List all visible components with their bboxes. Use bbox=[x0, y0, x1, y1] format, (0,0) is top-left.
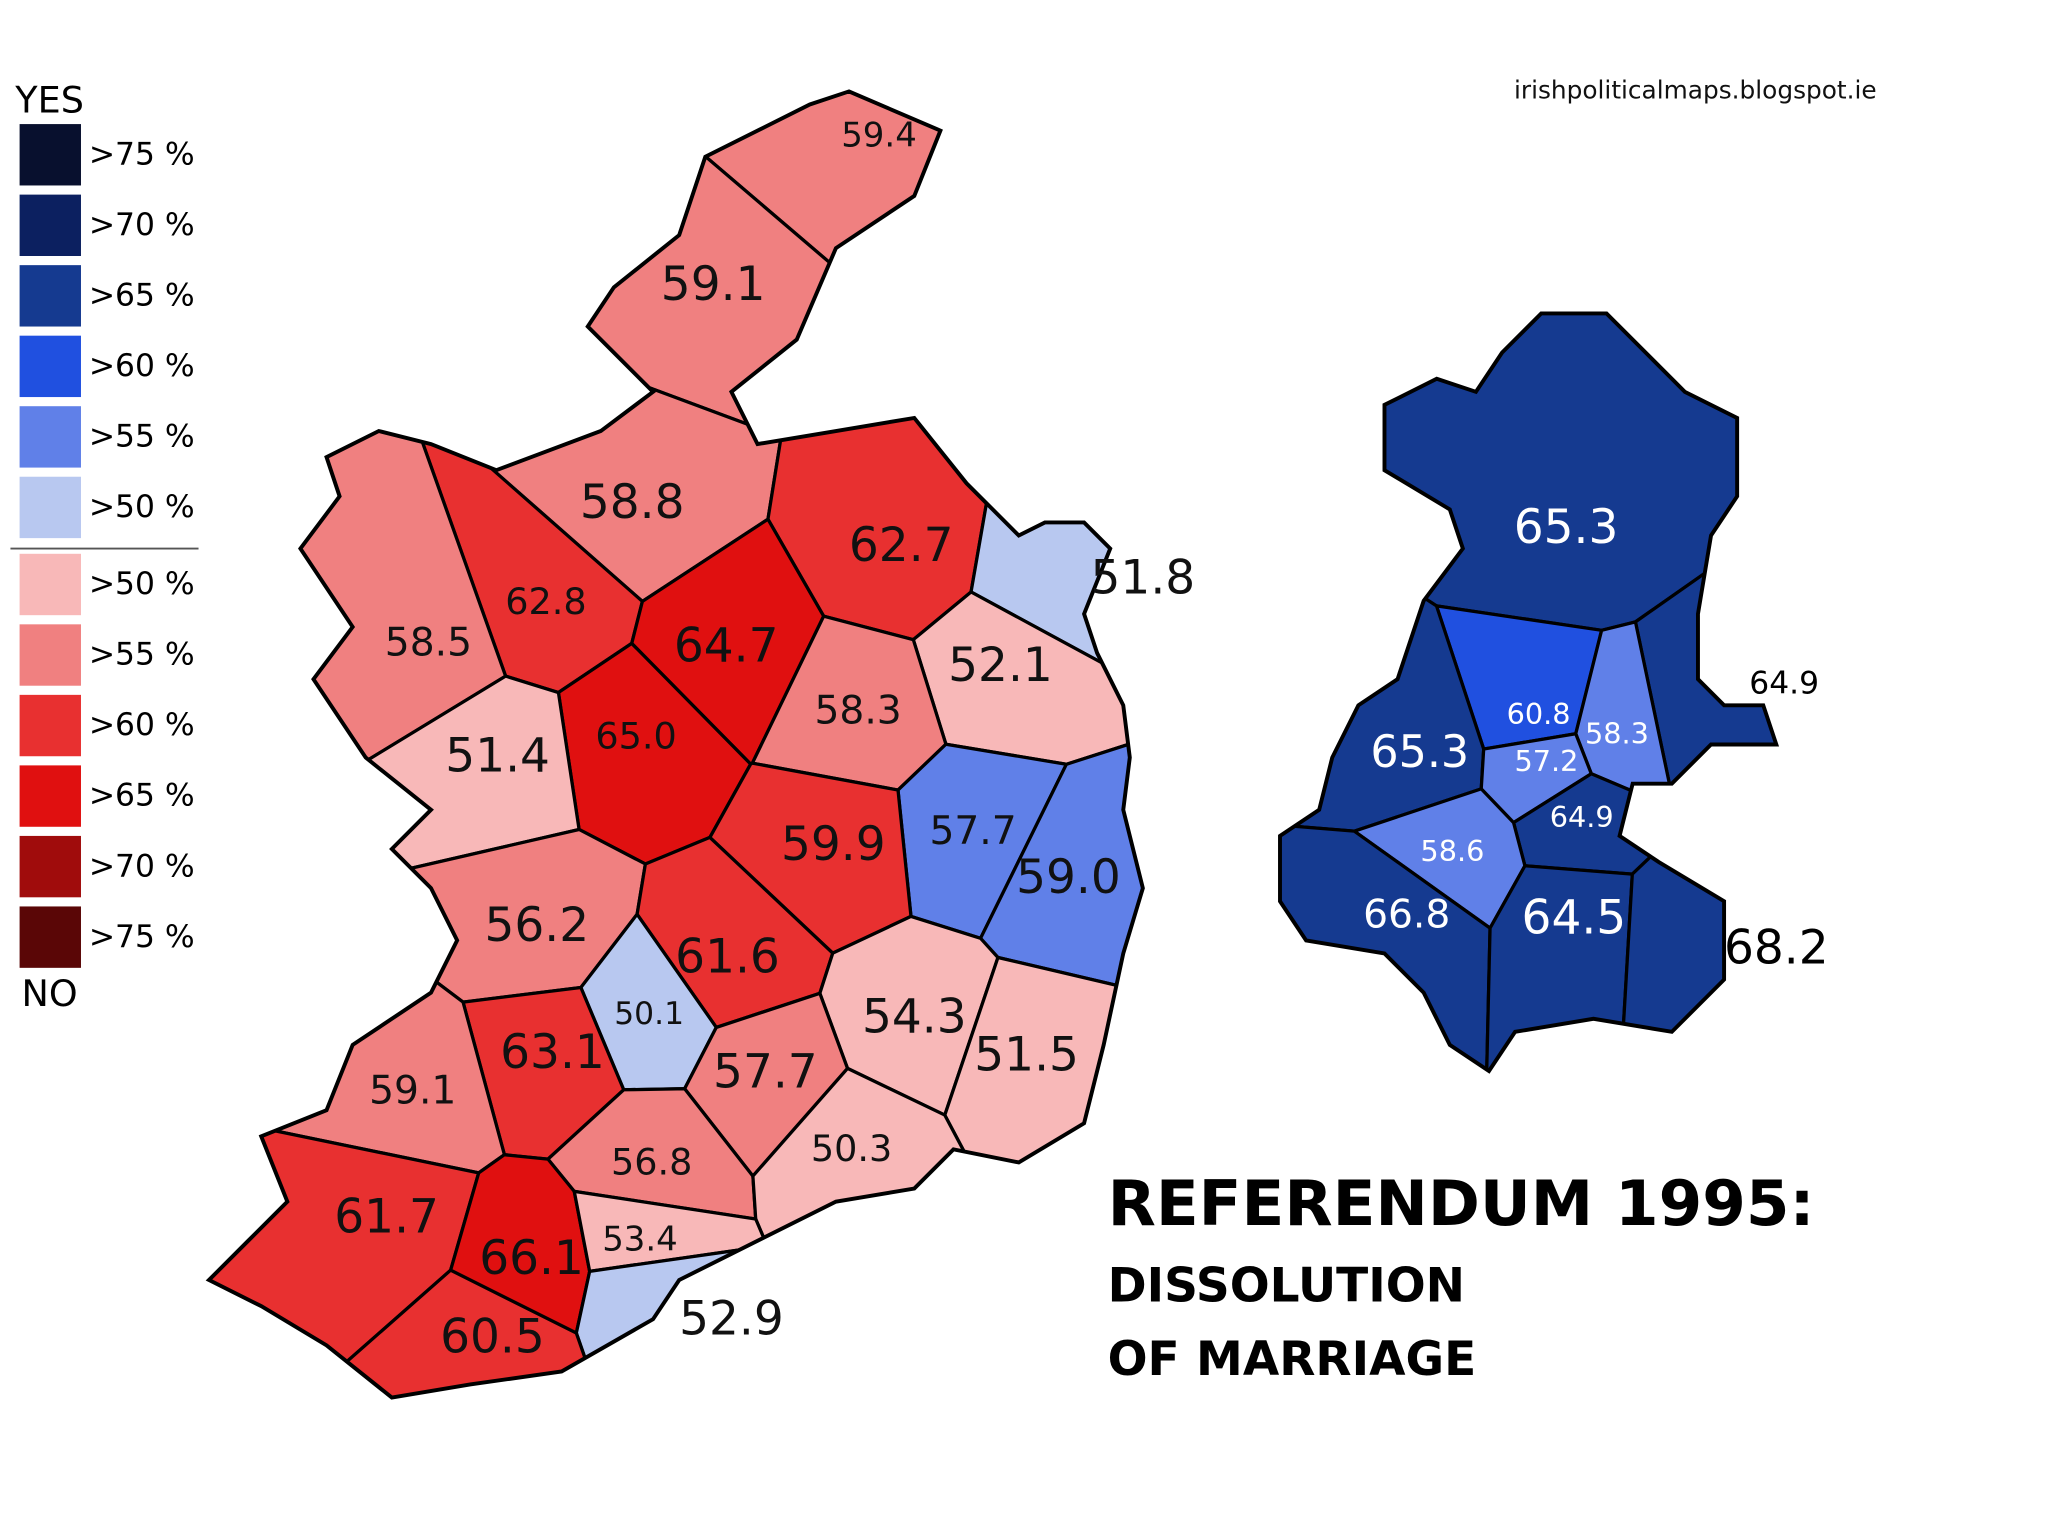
legend-label: >65 % bbox=[89, 778, 195, 814]
legend-label: >75 % bbox=[89, 919, 195, 955]
region-value: 56.8 bbox=[611, 1140, 692, 1183]
region-value: 58.5 bbox=[385, 621, 472, 666]
legend-label: >60 % bbox=[89, 348, 195, 384]
region-value: 58.8 bbox=[580, 475, 685, 530]
legend-label: >55 % bbox=[89, 419, 195, 455]
legend-swatch bbox=[19, 476, 81, 539]
dublin-outline bbox=[1278, 311, 1780, 1074]
region-value: 52.1 bbox=[948, 638, 1053, 693]
region-value: 65.3 bbox=[1370, 727, 1469, 778]
region-value: 59.1 bbox=[369, 1069, 456, 1114]
region-value: 58.3 bbox=[815, 689, 902, 734]
region-value: 58.6 bbox=[1420, 834, 1484, 868]
region-value: 64.5 bbox=[1522, 890, 1627, 945]
labels: 59.4 59.1 58.8 62.7 51.8 62.8 58.5 64.7 52.1 58.3… bbox=[334, 116, 1828, 1365]
region-value: 63.1 bbox=[500, 1025, 605, 1080]
legend-swatch bbox=[19, 194, 81, 256]
legend-label: >50 % bbox=[89, 489, 195, 525]
legend-label: >55 % bbox=[89, 637, 195, 673]
region-value: 66.8 bbox=[1363, 892, 1450, 937]
region-value: 62.7 bbox=[849, 518, 954, 573]
region-value: 54.3 bbox=[862, 990, 967, 1045]
subtitle: OF MARRIAGE bbox=[1108, 1332, 1477, 1387]
region-value: 66.1 bbox=[479, 1231, 584, 1286]
region-value: 51.5 bbox=[974, 1027, 1079, 1082]
region-value: 59.4 bbox=[841, 116, 917, 156]
legend-swatch bbox=[19, 124, 81, 186]
region-value: 59.9 bbox=[781, 817, 886, 872]
region-value: 61.6 bbox=[675, 930, 780, 985]
legend-label: >65 % bbox=[89, 277, 195, 313]
legend-swatch bbox=[19, 694, 81, 757]
legend-swatch bbox=[19, 835, 81, 898]
region-value: 57.7 bbox=[929, 809, 1016, 854]
legend-swatch bbox=[19, 335, 81, 398]
region-value: 51.8 bbox=[1091, 551, 1196, 606]
region-value: 57.2 bbox=[1514, 744, 1578, 778]
ireland-outline bbox=[205, 89, 1145, 1400]
region-value: 68.2 bbox=[1724, 920, 1829, 975]
region-value: 65.0 bbox=[595, 714, 676, 757]
title: REFERENDUM 1995: bbox=[1108, 1167, 1815, 1240]
region-value: 62.8 bbox=[505, 580, 586, 623]
legend-swatch bbox=[19, 765, 81, 827]
region-value: 56.2 bbox=[484, 898, 589, 953]
source: irishpoliticalmaps.blogspot.ie bbox=[1514, 75, 1877, 104]
region-value: 52.9 bbox=[679, 1291, 784, 1346]
legend-swatch bbox=[19, 265, 81, 327]
legend-swatch bbox=[19, 406, 81, 468]
region-value: 64.9 bbox=[1749, 665, 1819, 701]
legend-label: >70 % bbox=[89, 848, 195, 884]
region-value: 64.7 bbox=[674, 619, 779, 674]
region-value: 64.9 bbox=[1550, 800, 1614, 834]
region-value: 57.7 bbox=[713, 1044, 818, 1099]
legend-swatch bbox=[19, 553, 81, 616]
region-value: 51.4 bbox=[445, 728, 550, 783]
legend-label: >50 % bbox=[89, 566, 195, 602]
region bbox=[208, 1268, 650, 1398]
legend-label: >70 % bbox=[89, 207, 195, 243]
legend: YES>75 %>70 %>65 %>60 %>55 %>50 %>50 %>5… bbox=[10, 78, 199, 1015]
region-value: 53.4 bbox=[602, 1219, 678, 1259]
region-value: 60.5 bbox=[440, 1310, 545, 1365]
legend-swatch bbox=[19, 906, 81, 968]
region-value: 50.1 bbox=[614, 996, 684, 1032]
region-value: 59.1 bbox=[661, 257, 766, 312]
region-value: 59.0 bbox=[1016, 850, 1121, 905]
legend-label: >75 % bbox=[89, 136, 195, 172]
subtitle: DISSOLUTION bbox=[1108, 1259, 1465, 1314]
region-value: 61.7 bbox=[334, 1189, 439, 1244]
region-value: 65.3 bbox=[1514, 500, 1619, 555]
region-value: 50.3 bbox=[811, 1127, 892, 1170]
legend-no: NO bbox=[22, 972, 78, 1015]
region-value: 58.3 bbox=[1585, 716, 1649, 750]
legend-label: >60 % bbox=[89, 707, 195, 743]
legend-swatch bbox=[19, 624, 81, 686]
region-value: 60.8 bbox=[1507, 697, 1571, 731]
legend-yes: YES bbox=[14, 78, 84, 121]
